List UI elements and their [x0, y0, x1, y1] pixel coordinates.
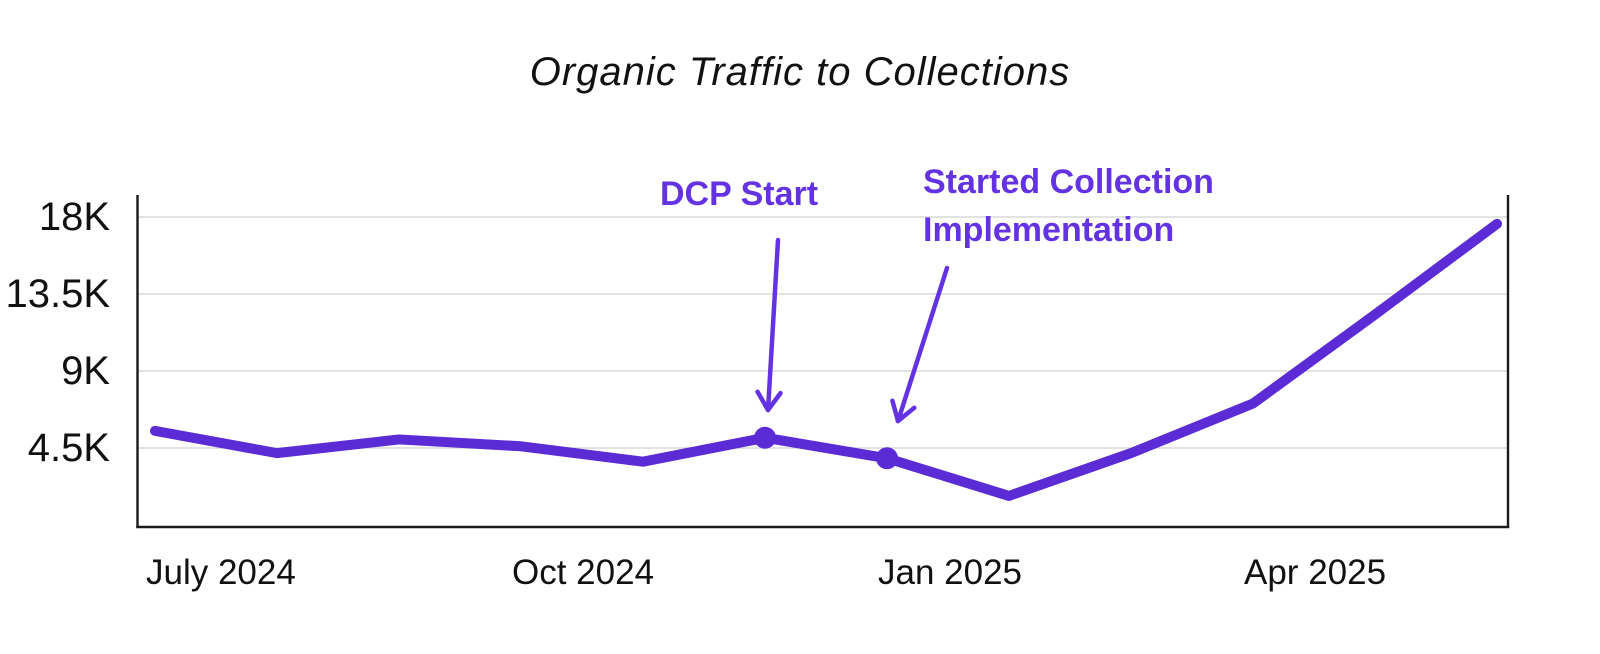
y-tick-label: 9K: [61, 349, 110, 393]
data-point-marker: [876, 447, 898, 470]
x-tick-label: Oct 2024: [512, 553, 654, 592]
chart-title: Organic Traffic to Collections: [529, 50, 1071, 94]
y-tick-label: 18K: [39, 195, 110, 239]
annotation-arrowhead: [755, 389, 771, 413]
annotation-arrowhead: [890, 398, 901, 424]
annotation-started-collection-implementation: Started Collection Implementation: [923, 163, 1214, 249]
x-tick-label: July 2024: [146, 553, 296, 592]
series-line: [150, 218, 1502, 501]
y-tick-label: 13.5K: [5, 272, 110, 316]
x-tick-label: Jan 2025: [878, 553, 1022, 592]
annotation-dcp-start: DCP Start: [660, 175, 819, 213]
annotation-arrowhead: [895, 405, 917, 424]
annotation-arrow: [765, 237, 781, 413]
annotation-arrow: [895, 265, 950, 424]
y-tick-label: 4.5K: [28, 426, 111, 470]
data-point-marker: [754, 426, 776, 449]
annotation-arrowhead: [765, 390, 783, 413]
x-tick-label: Apr 2025: [1244, 553, 1386, 592]
